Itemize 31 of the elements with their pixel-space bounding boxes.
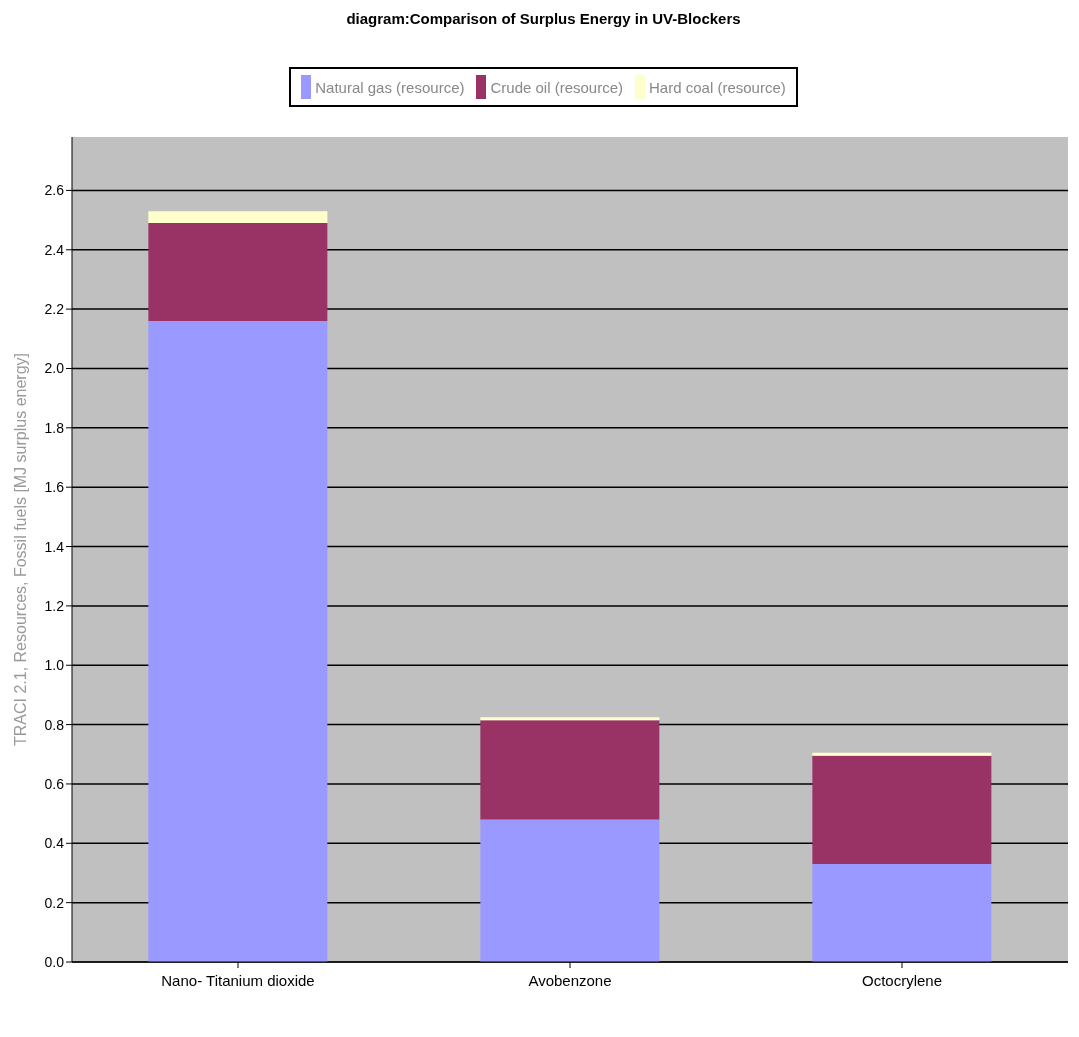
- bar: [812, 755, 992, 865]
- bar: [812, 864, 992, 962]
- y-tick-label: 2.4: [44, 241, 65, 258]
- y-tick-label: 1.6: [44, 479, 65, 496]
- bar: [480, 717, 660, 721]
- bar: [812, 752, 992, 756]
- y-tick-label: 1.8: [44, 419, 65, 436]
- x-tick-label: Nano- Titanium dioxide: [161, 972, 315, 989]
- y-tick-label: 0.4: [44, 835, 65, 852]
- y-tick-label: 2.2: [44, 301, 65, 318]
- legend-label: Crude oil (resource): [489, 77, 624, 98]
- legend-label: Hard coal (resource): [648, 77, 786, 98]
- x-tick-label: Avobenzone: [528, 972, 612, 989]
- y-tick-label: 0.2: [44, 894, 65, 911]
- bar: [148, 211, 328, 224]
- bar: [148, 320, 328, 962]
- y-tick-label: 2.0: [44, 360, 65, 377]
- y-tick-label: 2.6: [44, 182, 65, 199]
- y-tick-label: 0.6: [44, 775, 65, 792]
- y-tick-label: 0.8: [44, 716, 65, 733]
- y-tick-label: 1.0: [44, 657, 65, 674]
- y-axis-title: TRACI 2.1, Resources, Fossil fuels [MJ surplus energy]: [11, 352, 29, 747]
- bar: [480, 819, 660, 962]
- y-tick-label: 0.0: [44, 953, 65, 970]
- x-tick-label: Octocrylene: [861, 972, 943, 989]
- bar: [148, 223, 328, 321]
- bar: [480, 720, 660, 820]
- legend-label: Natural gas (resource): [314, 77, 465, 98]
- y-tick-label: 1.2: [44, 597, 65, 614]
- chart-title: diagram:Comparison of Surplus Energy in UV-Blockers: [345, 10, 742, 27]
- y-tick-label: 1.4: [44, 538, 65, 555]
